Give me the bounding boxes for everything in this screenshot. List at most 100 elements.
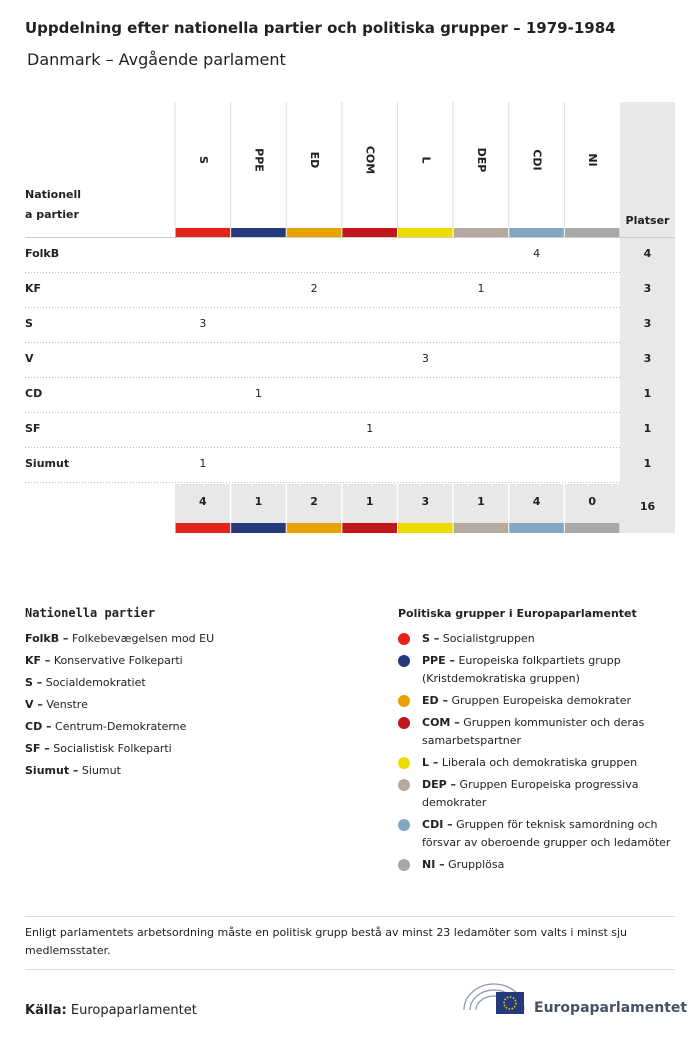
legend-item: S – Socialistgruppen [398,630,678,648]
legend-name: Europeiska folkpartiets grupp (Kristdemo… [422,654,621,685]
logo-text: Europaparlamentet [534,1000,688,1016]
legend-name: Venstre [46,698,88,711]
legend-name: Socialistisk Folkeparti [53,742,172,755]
legend-item: S – Socialdemokratiet [25,674,365,692]
legend-item: V – Venstre [25,696,365,714]
row-label: Siumut [25,457,69,470]
legend-item: L – Liberala och demokratiska gruppen [398,754,678,772]
column-total: 4 [533,495,541,508]
legend-item: CDI – Gruppen för teknisk samordning och… [398,816,678,852]
column-total: 0 [588,495,596,508]
row-total: 1 [644,387,652,400]
cell: 3 [199,317,206,330]
legend-dot [398,819,410,831]
legend-name: Liberala och demokratiska gruppen [441,756,638,769]
color-bar [453,228,509,237]
color-bar [398,228,453,237]
legend-name: Gruppen Europeiska progressiva demokrate… [422,778,639,809]
cell: 1 [199,457,206,470]
row-total: 3 [644,352,652,365]
legend-abbr: PPE – [422,654,455,667]
legend-item: CD – Centrum-Demokraterne [25,718,365,736]
column-header: NI [586,153,599,166]
cell: 3 [422,352,429,365]
column-total: 2 [310,495,318,508]
column-total: 1 [477,495,485,508]
title: Uppdelning efter nationella partier och … [25,19,616,37]
column-header: L [419,156,432,163]
cell: 2 [311,282,318,295]
cell: 1 [255,387,262,400]
legend-name: Centrum-Demokraterne [55,720,187,733]
column-header: COM [364,146,377,174]
column-header: CDI [531,149,544,170]
legend-dot [398,779,410,791]
row-label: KF [25,282,41,295]
cell: 1 [477,282,484,295]
row-label: CD [25,387,42,400]
row-total: 1 [644,422,652,435]
subtitle: Danmark – Avgående parlament [27,50,286,69]
cell: 1 [366,422,373,435]
legend-dot [398,633,410,645]
color-bar [175,228,231,237]
legend-name: Grupplösa [448,858,505,871]
legend-abbr: V – [25,698,43,711]
divider [25,969,675,970]
source-text: Europaparlamentet [70,1003,197,1018]
color-bar [342,228,397,237]
legend-dot [398,757,410,769]
row-total: 3 [644,317,652,330]
footnote: Enligt parlamentets arbetsordning måste … [25,926,628,957]
color-bar [509,523,564,533]
table: Nationell a partier Platser S 4 PPE 1 ED 2 COM 1 L 3… [25,102,675,533]
legend-abbr: S – [25,676,43,689]
legend-name: Gruppen för teknisk samordning och försv… [422,818,671,849]
legend-abbr: NI – [422,858,445,871]
column-total: 1 [255,495,263,508]
legend-dot [398,695,410,707]
divider [25,916,675,917]
column-header: ED [308,152,321,169]
legend-item: SF – Socialistisk Folkeparti [25,740,365,758]
color-bar [231,228,286,237]
row-label: SF [25,422,40,435]
group-legend: S – Socialistgruppen PPE – Europeiska fol… [398,630,678,878]
row-label: V [25,352,34,365]
corner-label: a partier [25,208,79,221]
source-label: Källa: [25,1003,67,1018]
cell: 4 [533,247,540,260]
column-total: 1 [366,495,374,508]
legend-dot [398,859,410,871]
legend-name: Konservative Folkeparti [53,654,183,667]
legend-item: FolkB – Folkebevægelsen mod EU [25,630,365,648]
row-label: S [25,317,33,330]
legend-item: COM – Gruppen kommunister och deras sama… [398,714,678,750]
legend-item: ED – Gruppen Europeiska demokrater [398,692,678,710]
color-bar [231,523,286,533]
row-label: FolkB [25,247,59,260]
legend-dot [398,655,410,667]
legend-dot [398,717,410,729]
legend-item: KF – Konservative Folkeparti [25,652,365,670]
color-bar [398,523,453,533]
legend-name: Socialdemokratiet [45,676,146,689]
legend-abbr: FolkB – [25,632,69,645]
national-legend: FolkB – Folkebevægelsen mod EU KF – Konse… [25,630,365,784]
legend-item: PPE – Europeiska folkpartiets grupp (Kri… [398,652,678,688]
legend-abbr: S – [422,632,440,645]
legend-name: Socialistgruppen [442,632,535,645]
total-header: Platser [626,214,671,227]
legend-abbr: SF – [25,742,50,755]
legend-abbr: CD – [25,720,52,733]
legend-abbr: COM – [422,716,460,729]
legend-item: Siumut – Siumut [25,762,365,780]
row-total: 3 [644,282,652,295]
legend-abbr: ED – [422,694,448,707]
color-bar [509,228,564,237]
column-header: DEP [475,148,488,173]
column-header: PPE [252,148,265,172]
color-bar [175,523,231,533]
legend-abbr: CDI – [422,818,453,831]
